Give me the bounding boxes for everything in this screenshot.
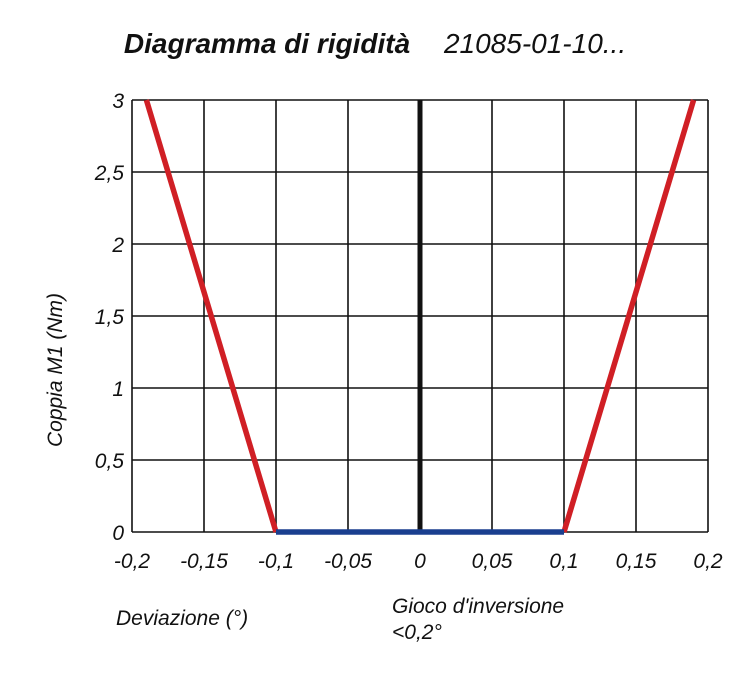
y-tick-label: 2 (111, 234, 124, 257)
x-tick-label: -0,05 (324, 550, 372, 573)
x-tick-label: 0,2 (693, 550, 723, 573)
data-lines (143, 99, 697, 535)
y-tick-label: 0,5 (95, 450, 125, 473)
x-tick-label: 0 (414, 550, 426, 573)
y-axis-label: Coppia M1 (Nm) (44, 293, 67, 447)
y-tick-label: 1,5 (95, 306, 125, 329)
y-tick-label: 1 (112, 378, 124, 401)
x-tick-label: 0,05 (472, 550, 513, 573)
grid (131, 99, 709, 533)
chart-title: Diagramma di rigidità 21085-01-10... (0, 28, 750, 60)
x-tick-label: 0,15 (616, 550, 657, 573)
x-tick-label: -0,15 (180, 550, 228, 573)
x-axis-label: Deviazione (°) (116, 607, 249, 630)
x-tick-label: 0,1 (549, 550, 578, 573)
y-tick-label: 3 (112, 90, 124, 113)
backlash-annotation-line1: Gioco d'inversione (392, 595, 565, 618)
chart-title-main: Diagramma di rigidità (123, 28, 411, 59)
x-tick-label: -0,2 (114, 550, 151, 573)
x-tick-label: -0,1 (258, 550, 294, 573)
tick-labels: -0,2 -0,15 -0,1 -0,05 0 0,05 0,1 0,15 0,2 0 0,5 1 1,… (94, 90, 723, 573)
y-tick-label: 2,5 (94, 162, 125, 185)
backlash-annotation-line2: <0,2° (392, 621, 442, 644)
y-tick-label: 0 (112, 522, 124, 545)
chart-title-code: 21085-01-10... (443, 28, 627, 59)
series-line-0 (143, 99, 279, 533)
series-line-1 (561, 99, 697, 533)
